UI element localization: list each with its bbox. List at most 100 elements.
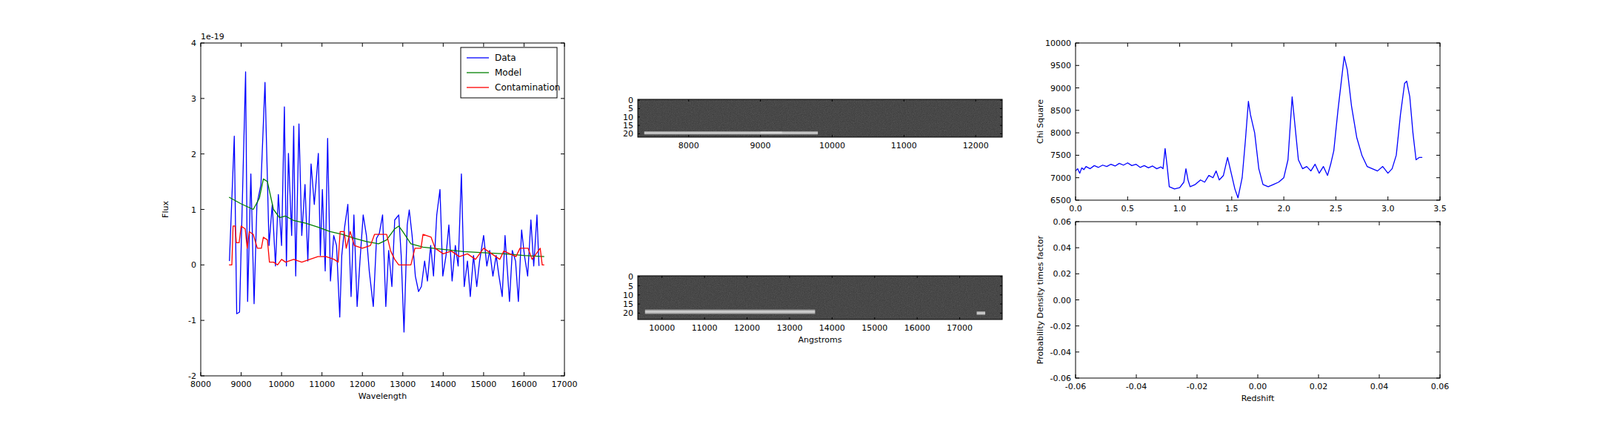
y-tick [1075, 109, 1080, 111]
x-tick-label: 17000 [946, 322, 973, 333]
series-line [229, 71, 540, 332]
x-tick-label: 12000 [734, 322, 760, 333]
x-tick [240, 42, 242, 47]
x-tick [831, 317, 833, 320]
legend-swatch [466, 86, 489, 88]
x-tick [281, 42, 283, 47]
x-tick [1127, 196, 1129, 200]
plot-area [637, 275, 1003, 320]
x-tick [1136, 221, 1138, 226]
frame [637, 275, 1003, 320]
frame [1075, 42, 1440, 200]
x-tick-label: 14000 [819, 322, 846, 333]
y-tick [560, 375, 565, 377]
x-tick-label: 3.0 [1381, 203, 1395, 214]
x-tick-label: -0.02 [1186, 381, 1208, 392]
y-tick-label: -0.06 [1050, 373, 1072, 383]
panel: 1000011000120001300014000150001600017000… [622, 271, 1003, 345]
x-tick-label: 8000 [678, 140, 700, 151]
y-tick-label: 2 [191, 149, 197, 160]
y-tick [1000, 125, 1003, 126]
image-background [637, 99, 1003, 138]
x-tick [959, 275, 960, 278]
y-tick [637, 285, 640, 286]
y-tick [560, 42, 565, 44]
y-tick [637, 303, 640, 305]
x-tick-label: 2.0 [1277, 203, 1291, 214]
x-tick-label: 10000 [268, 379, 295, 389]
x-tick [1440, 374, 1441, 378]
y-tick-label: 9000 [1050, 83, 1072, 94]
y-tick-label: -2 [188, 371, 197, 381]
y-tick [1075, 42, 1080, 44]
y-tick [560, 320, 565, 321]
y-tick [637, 108, 640, 109]
x-tick [760, 134, 761, 138]
y-tick [637, 276, 640, 278]
y-tick [1000, 116, 1003, 118]
y-tick-label: 5 [628, 281, 634, 292]
x-tick [704, 317, 706, 320]
y-tick [560, 97, 565, 99]
x-tick-label: 14000 [430, 379, 457, 389]
x-tick [1075, 221, 1077, 226]
x-tick [1075, 196, 1077, 200]
x-tick-label: 15000 [470, 379, 497, 389]
y-tick [1075, 65, 1080, 66]
x-tick [482, 42, 484, 47]
y-axis-label: Chi Square [1035, 99, 1046, 144]
x-tick [760, 99, 761, 102]
x-tick [1075, 374, 1077, 378]
y-tick [560, 208, 565, 210]
x-tick [831, 134, 833, 138]
frame [1075, 221, 1440, 378]
y-tick [1436, 87, 1440, 89]
plot-area [1075, 56, 1423, 198]
x-tick [1379, 374, 1380, 378]
y-tick [1436, 42, 1440, 44]
x-tick [362, 42, 363, 47]
y-tick [637, 294, 640, 295]
y-tick [200, 320, 205, 321]
x-tick [523, 42, 525, 47]
x-tick-label: 11000 [308, 379, 335, 389]
x-axis-label: Angstroms [798, 334, 843, 345]
x-tick [1440, 196, 1441, 200]
y-tick [1075, 325, 1080, 326]
plot-area [637, 99, 1003, 138]
y-tick-label: 8000 [1050, 128, 1072, 138]
x-tick-label: 9000 [750, 140, 772, 151]
figure: 8000900010000110001200013000140001500016… [0, 0, 1600, 427]
y-tick-label: 9500 [1050, 60, 1072, 71]
x-tick-label: 16000 [511, 379, 538, 389]
y-tick-label: 4 [191, 38, 197, 49]
y-tick [1075, 221, 1080, 223]
y-tick [1436, 221, 1440, 223]
y-tick [1436, 247, 1440, 249]
y-tick [1436, 177, 1440, 178]
x-tick [1440, 42, 1441, 47]
panel: 0.00.51.01.52.02.53.03.56500700075008000… [1035, 38, 1447, 214]
y-tick [1000, 100, 1003, 101]
image-noise [637, 99, 1003, 138]
y-tick-label: 3 [191, 94, 197, 104]
y-tick [1000, 276, 1003, 278]
y-tick-label: 0.02 [1053, 268, 1072, 279]
x-tick [1318, 221, 1320, 226]
x-tick-label: 10000 [819, 140, 846, 151]
spectrum-trace [644, 131, 818, 135]
x-tick-label: 17000 [551, 379, 578, 389]
y-tick-label: 0.04 [1053, 242, 1072, 253]
x-tick [1440, 221, 1441, 226]
x-tick-label: 9000 [231, 379, 252, 389]
y-tick [1075, 377, 1080, 379]
x-tick [200, 371, 202, 376]
legend: DataModelContamination [460, 47, 560, 98]
y-tick-label: 15 [622, 299, 634, 309]
y-tick [637, 125, 640, 126]
y-tick [1436, 299, 1440, 300]
x-tick [1283, 42, 1285, 47]
x-tick [321, 42, 323, 47]
x-tick-label: 11000 [891, 140, 918, 151]
panel: 8000900010000110001200005101520 [622, 95, 1003, 151]
